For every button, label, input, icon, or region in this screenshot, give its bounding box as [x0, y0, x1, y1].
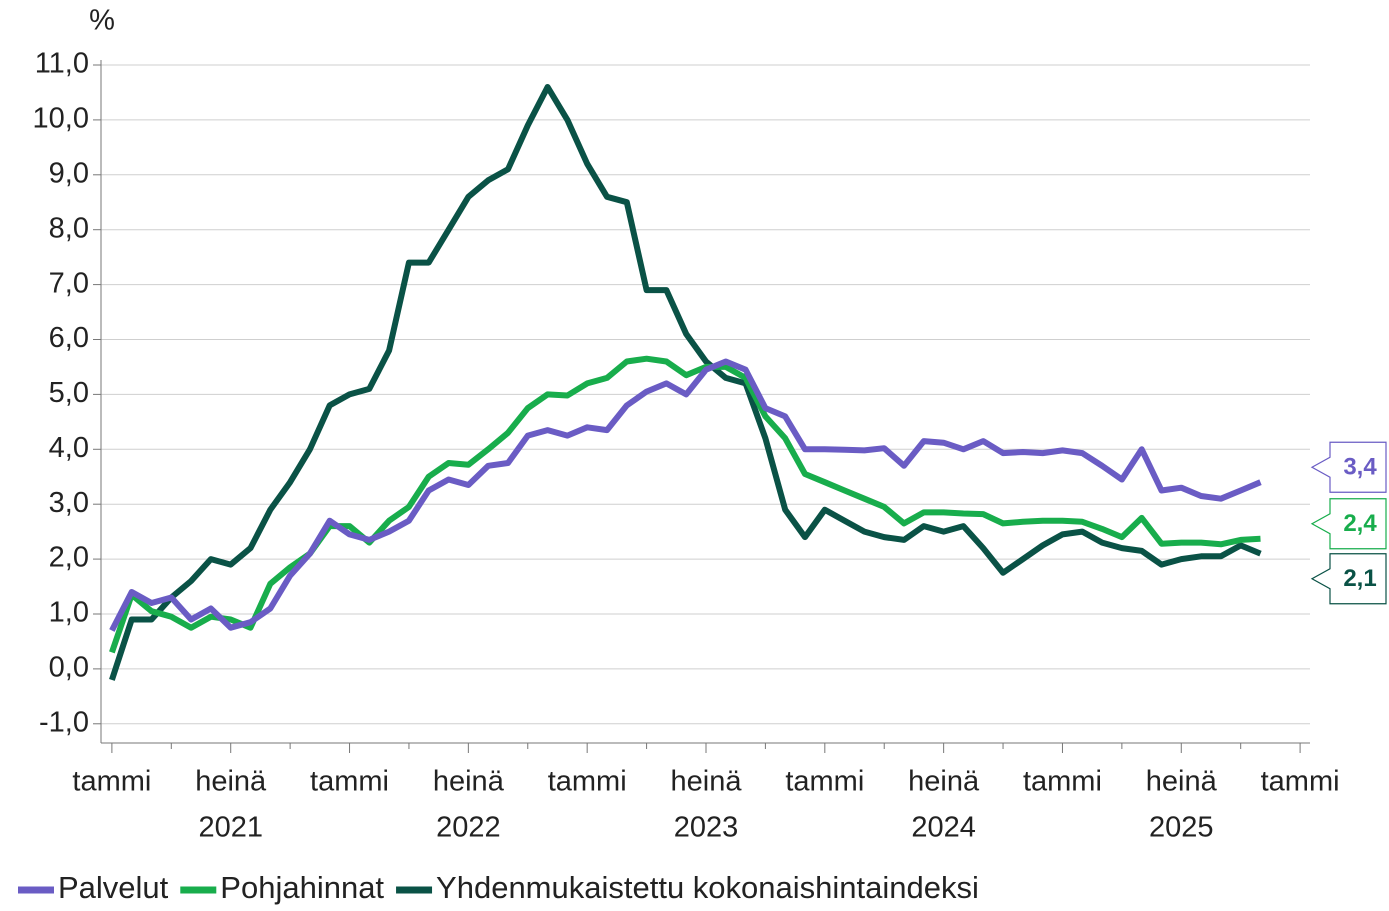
y-tick-label: 8,0	[49, 212, 89, 244]
x-tick-label: heinä	[195, 766, 267, 798]
y-tick-label: 11,0	[35, 48, 89, 80]
x-tick-label: heinä	[671, 766, 743, 798]
end-label: 2,1	[1343, 565, 1376, 592]
end-label: 3,4	[1343, 454, 1377, 481]
x-tick-label: tammi	[1261, 766, 1340, 798]
x-group-label: 2021	[198, 812, 263, 844]
x-group-label: 2022	[436, 812, 501, 844]
legend-label: Pohjahinnat	[220, 870, 384, 905]
y-tick-label: 1,0	[49, 597, 89, 629]
x-tick-label: heinä	[908, 766, 980, 798]
legend-label: Yhdenmukaistettu kokonaishintaindeksi	[436, 870, 979, 905]
y-tick-label: -1,0	[39, 706, 89, 738]
x-tick-label: tammi	[72, 766, 151, 798]
x-group-label: 2023	[674, 812, 739, 844]
y-tick-label: 4,0	[49, 432, 89, 464]
x-group-label: 2025	[1149, 812, 1214, 844]
y-tick-label: 0,0	[49, 652, 89, 684]
y-tick-label: 10,0	[33, 103, 89, 135]
x-tick-label: tammi	[548, 766, 627, 798]
line-series	[109, 355, 1261, 654]
legend-label: Palvelut	[58, 870, 169, 905]
y-tick-label: 5,0	[49, 377, 89, 409]
x-tick-label: heinä	[433, 766, 505, 798]
line-series	[109, 84, 1262, 681]
y-tick-label: 7,0	[49, 267, 89, 299]
y-tick-label: 2,0	[49, 542, 89, 574]
y-tick-label: 3,0	[49, 487, 89, 519]
x-tick-label: tammi	[785, 766, 864, 798]
end-label: 2,4	[1343, 510, 1377, 537]
end-label-box	[1310, 498, 1387, 550]
x-tick-label: heinä	[1146, 766, 1218, 798]
x-tick-label: tammi	[310, 766, 389, 798]
y-tick-label: 9,0	[49, 157, 89, 189]
y-unit: %	[89, 5, 115, 37]
line-series	[109, 358, 1262, 632]
y-tick-label: 6,0	[49, 322, 89, 354]
x-tick-label: tammi	[1023, 766, 1102, 798]
end-label-box	[1310, 441, 1387, 493]
x-group-label: 2024	[911, 812, 976, 844]
end-label-box	[1310, 553, 1387, 605]
